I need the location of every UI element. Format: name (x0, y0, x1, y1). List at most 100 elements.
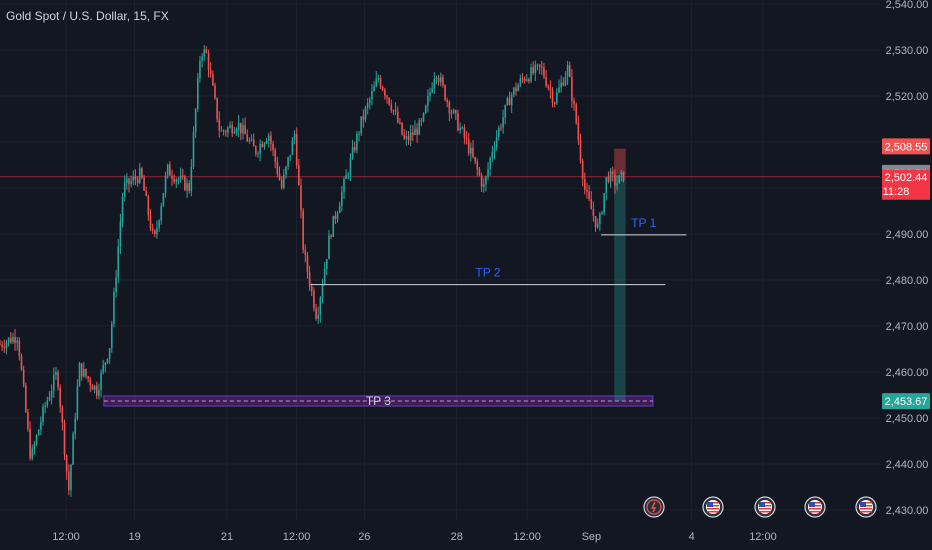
candle-body (203, 49, 206, 57)
us-flag-event-icon[interactable] (804, 496, 826, 518)
candle-body (373, 86, 375, 92)
candle-body (100, 372, 102, 390)
candle-body (91, 385, 94, 390)
candle-body (59, 387, 61, 408)
candle-body (76, 386, 79, 419)
candle-body (521, 78, 524, 80)
candle-body (336, 212, 339, 219)
flag-stripe (860, 508, 872, 510)
candle-body (108, 348, 111, 359)
tp-lines: TP 1 TP 2 TP 3 (310, 216, 687, 408)
price-axis[interactable]: 2,430.00 2,440.00 2,450.00 2,460.00 2,470.00… (886, 0, 929, 517)
candle-body (31, 448, 34, 459)
candle-body (126, 178, 128, 183)
candle-body (360, 116, 362, 134)
candle-body (366, 102, 369, 108)
us-flag-event-icon[interactable] (754, 496, 776, 518)
price-tick-label: 2,450.00 (886, 413, 929, 425)
candle-body (173, 178, 175, 182)
time-tick-label: 12:00 (52, 531, 80, 543)
candle-body (50, 390, 53, 398)
candle-body (607, 177, 610, 182)
candle-body (283, 174, 285, 188)
candle-body (128, 178, 130, 185)
candle-body (564, 76, 567, 86)
candle-body (534, 64, 537, 73)
candle-body (0, 344, 1, 346)
candle-body (199, 60, 201, 78)
candle-body (123, 182, 126, 197)
flag-stripe (809, 508, 821, 510)
candle-body (345, 174, 347, 179)
candle-body (545, 77, 547, 86)
candle-body (143, 177, 145, 191)
candle-body (463, 127, 466, 138)
price-tick-label: 2,480.00 (886, 275, 929, 287)
candle-body (405, 136, 408, 139)
candle-body (310, 286, 313, 291)
candle-body (214, 85, 216, 98)
candle-body (130, 181, 132, 185)
candle-body (95, 385, 98, 396)
candle-body (151, 228, 154, 231)
candle-body (190, 166, 193, 192)
flag-stripe (707, 508, 719, 510)
us-flag-event-icon[interactable] (702, 496, 724, 518)
flag-canton (860, 502, 866, 507)
event-markers[interactable] (643, 496, 877, 518)
candle-body (117, 246, 120, 278)
candle-body (145, 190, 147, 197)
candle-body (553, 102, 556, 104)
candle-body (450, 112, 453, 114)
price-tick-label: 2,490.00 (886, 229, 929, 241)
candle-body (65, 455, 68, 472)
candle-body (592, 209, 595, 217)
candle-body (27, 411, 29, 429)
candle-body (590, 199, 593, 210)
tp-label: TP 3 (366, 394, 391, 408)
last-price-badge: 2,502.44 (885, 172, 928, 184)
candle-body (517, 85, 519, 92)
candle-body (347, 174, 350, 176)
candle-body (493, 147, 496, 152)
time-axis[interactable]: 12:00 19 21 12:00 26 28 12:00 Sep 4 12:00 (52, 531, 776, 543)
candle-body (160, 206, 163, 221)
candle-body (605, 177, 608, 194)
candle-body (63, 422, 66, 456)
candle-body (308, 272, 311, 287)
candle-body (207, 52, 210, 70)
candle-body (12, 336, 14, 343)
flash-event-icon[interactable] (643, 496, 665, 518)
candle-body (448, 102, 451, 114)
candle-body (525, 79, 528, 81)
candle-body (154, 230, 156, 235)
candle-body (164, 175, 167, 194)
candle-body (61, 407, 64, 423)
price-tick-label: 2,440.00 (886, 459, 929, 471)
candle-body (356, 133, 358, 151)
candle-body (495, 136, 498, 148)
candle-body (412, 132, 414, 136)
symbol-title[interactable]: Gold Spot / U.S. Dollar, 15, FX (6, 9, 169, 23)
candle-body (93, 385, 96, 390)
candle-body (78, 363, 81, 387)
candle-body (1, 344, 3, 347)
us-flag-event-icon[interactable] (855, 496, 877, 518)
candle-body (414, 128, 416, 136)
candle-body (515, 87, 517, 92)
candle-body (461, 127, 464, 129)
time-tick-label: 12:00 (283, 531, 311, 543)
candle-body (237, 122, 240, 130)
candle-body (584, 179, 586, 190)
flag-canton (707, 502, 713, 507)
candle-body (25, 385, 27, 412)
flag-stripe (707, 511, 719, 513)
candle-body (46, 400, 49, 406)
flash-bolt (650, 501, 657, 513)
candle-body (252, 139, 255, 147)
candle-body (147, 196, 150, 216)
candle-body (523, 78, 526, 81)
candle-body (334, 215, 337, 219)
candle-body (547, 85, 550, 88)
